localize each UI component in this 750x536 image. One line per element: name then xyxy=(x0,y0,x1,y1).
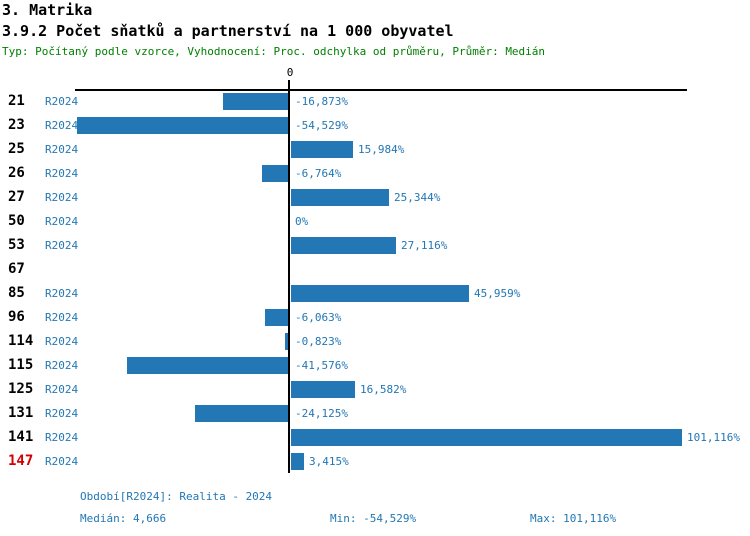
chart-row: 53 R2024 27,116% xyxy=(0,237,750,254)
chart-row: 114 R2024 -0,823% xyxy=(0,333,750,350)
chart-row: 26 R2024 -6,764% xyxy=(0,165,750,182)
row-id-label: 23 xyxy=(8,117,25,133)
row-id-label: 21 xyxy=(8,93,25,109)
footer-max-stat: Max: 101,116% xyxy=(530,512,617,525)
deviation-bar xyxy=(291,285,469,302)
chart-row: 85 R2024 45,959% xyxy=(0,285,750,302)
chart-row: 21 R2024 -16,873% xyxy=(0,93,750,110)
value-label: 3,415% xyxy=(309,455,349,468)
chart-row: 27 R2024 25,344% xyxy=(0,189,750,206)
deviation-bar xyxy=(291,453,304,470)
row-id-label: 147 xyxy=(8,453,34,469)
value-label: 101,116% xyxy=(687,431,740,444)
deviation-bar xyxy=(262,165,288,182)
chart-row: 67 xyxy=(0,261,750,278)
row-id-label: 96 xyxy=(8,309,25,325)
value-label: 15,984% xyxy=(358,143,405,156)
row-id-label: 114 xyxy=(8,333,34,349)
chart-row: 25 R2024 15,984% xyxy=(0,141,750,158)
row-id-label: 85 xyxy=(8,285,25,301)
deviation-bar xyxy=(127,357,288,374)
value-label: 0% xyxy=(295,215,309,228)
chart-row: 96 R2024 -6,063% xyxy=(0,309,750,326)
period-link[interactable]: R2024 xyxy=(45,431,79,444)
zero-axis-line xyxy=(288,80,290,473)
chart-top-rule xyxy=(75,89,687,91)
period-link[interactable]: R2024 xyxy=(45,359,79,372)
chart-row: 50 R2024 0% xyxy=(0,213,750,230)
chart-row: 141 R2024 101,116% xyxy=(0,429,750,446)
value-label: -6,764% xyxy=(295,167,342,180)
footer-median-stat: Medián: 4,666 xyxy=(80,512,167,525)
period-link[interactable]: R2024 xyxy=(45,335,79,348)
period-link[interactable]: R2024 xyxy=(45,239,79,252)
deviation-bar xyxy=(291,429,682,446)
row-id-label: 25 xyxy=(8,141,25,157)
report-indicator-title: 3.9.2 Počet sňatků a partnerství na 1 00… xyxy=(2,22,454,40)
report-section-title: 3. Matrika xyxy=(2,1,93,19)
footer-period-line: Období[R2024]: Realita - 2024 xyxy=(80,490,273,503)
chart-row: 125 R2024 16,582% xyxy=(0,381,750,398)
deviation-bar xyxy=(291,189,389,206)
chart-row: 147 R2024 3,415% xyxy=(0,453,750,470)
row-id-label: 115 xyxy=(8,357,34,373)
deviation-bar xyxy=(77,117,288,134)
value-label: -24,125% xyxy=(295,407,348,420)
value-label: -41,576% xyxy=(295,359,348,372)
row-id-label: 131 xyxy=(8,405,34,421)
chart-row: 131 R2024 -24,125% xyxy=(0,405,750,422)
period-link[interactable]: R2024 xyxy=(45,407,79,420)
value-label: -0,823% xyxy=(295,335,342,348)
period-link[interactable]: R2024 xyxy=(45,383,79,396)
deviation-bar xyxy=(285,333,288,350)
row-id-label: 50 xyxy=(8,213,25,229)
axis-zero-label: 0 xyxy=(286,66,294,79)
footer-min-stat: Min: -54,529% xyxy=(330,512,417,525)
period-link[interactable]: R2024 xyxy=(45,311,79,324)
row-id-label: 26 xyxy=(8,165,25,181)
value-label: -6,063% xyxy=(295,311,342,324)
period-link[interactable]: R2024 xyxy=(45,455,79,468)
chart-row: 115 R2024 -41,576% xyxy=(0,357,750,374)
value-label: 16,582% xyxy=(360,383,407,396)
deviation-bar xyxy=(223,93,288,110)
chart-row: 23 R2024 -54,529% xyxy=(0,117,750,134)
value-label: 25,344% xyxy=(394,191,441,204)
row-id-label: 53 xyxy=(8,237,25,253)
period-link[interactable]: R2024 xyxy=(45,287,79,300)
period-link[interactable]: R2024 xyxy=(45,167,79,180)
period-link[interactable]: R2024 xyxy=(45,119,79,132)
value-label: -54,529% xyxy=(295,119,348,132)
deviation-bar xyxy=(265,309,288,326)
report-meta-line: Typ: Počítaný podle vzorce, Vyhodnocení:… xyxy=(2,45,546,58)
row-id-label: 27 xyxy=(8,189,25,205)
deviation-bar xyxy=(291,381,355,398)
row-id-label: 141 xyxy=(8,429,34,445)
value-label: 27,116% xyxy=(401,239,448,252)
period-link[interactable]: R2024 xyxy=(45,191,79,204)
deviation-bar xyxy=(291,141,353,158)
period-link[interactable]: R2024 xyxy=(45,95,79,108)
value-label: -16,873% xyxy=(295,95,348,108)
row-id-label: 67 xyxy=(8,261,25,277)
row-id-label: 125 xyxy=(8,381,34,397)
period-link[interactable]: R2024 xyxy=(45,143,79,156)
period-link[interactable]: R2024 xyxy=(45,215,79,228)
deviation-bar xyxy=(291,237,396,254)
deviation-bar xyxy=(195,405,288,422)
value-label: 45,959% xyxy=(474,287,521,300)
